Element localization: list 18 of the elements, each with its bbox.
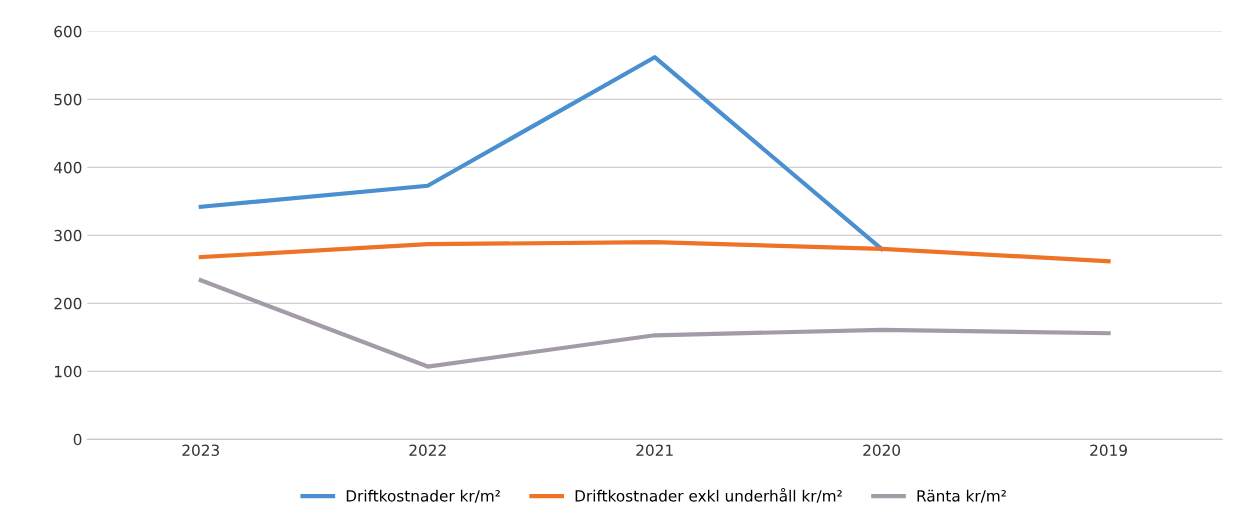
y-tick-label: 100 <box>54 365 82 378</box>
x-tick-label: 2020 <box>863 444 901 457</box>
line-series <box>198 55 884 252</box>
x-tick-label: 2019 <box>1090 444 1127 457</box>
legend-label: Ränta kr/m² <box>917 489 1006 503</box>
y-tick-label: 600 <box>54 25 82 38</box>
line-series <box>198 240 1111 264</box>
y-tick-label: 0 <box>73 433 82 446</box>
y-tick-label: 200 <box>54 297 82 310</box>
y-tick-label: 400 <box>54 161 82 174</box>
x-tick-label: 2021 <box>636 444 673 457</box>
legend-label: Driftkostnader exkl underhåll kr/m² <box>575 488 842 503</box>
line-series <box>198 278 1111 369</box>
y-tick-label: 500 <box>54 93 82 106</box>
legend-label: Driftkostnader kr/m² <box>346 489 500 503</box>
x-tick-label: 2023 <box>182 444 219 457</box>
y-tick-label: 300 <box>54 229 82 242</box>
x-tick-label: 2022 <box>409 444 446 457</box>
